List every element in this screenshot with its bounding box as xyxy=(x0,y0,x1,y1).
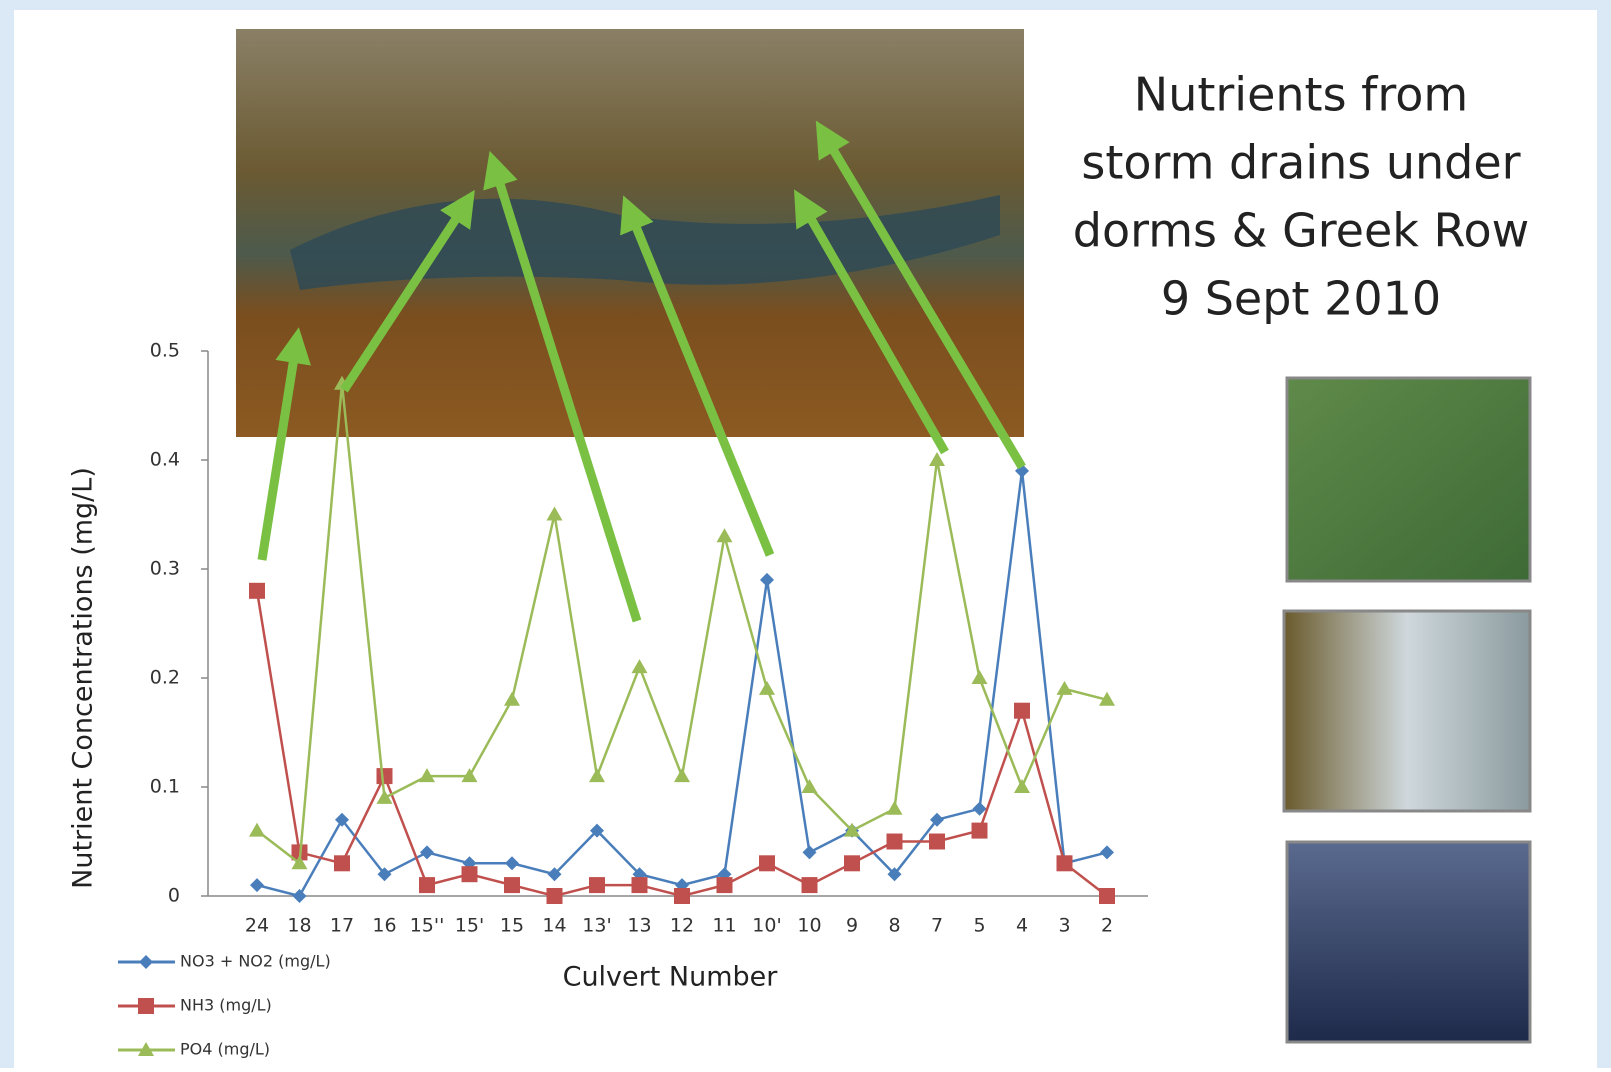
x-tick-label: 4 xyxy=(1016,915,1028,937)
y-tick-label: 0.2 xyxy=(150,667,180,689)
data-point xyxy=(334,855,350,871)
x-tick-label: 15 xyxy=(500,915,524,937)
y-tick-label: 0.3 xyxy=(150,558,180,580)
y-axis-label: Nutrient Concentrations (mg/L) xyxy=(68,467,99,889)
x-tick-label: 3 xyxy=(1058,915,1070,937)
legend-label: NO3 + NO2 (mg/L) xyxy=(180,952,331,971)
x-tick-label: 24 xyxy=(245,915,269,937)
x-tick-label: 9 xyxy=(846,915,858,937)
y-tick-label: 0.1 xyxy=(150,776,180,798)
stream-photo xyxy=(1284,611,1530,811)
x-tick-label: 18 xyxy=(287,915,311,937)
x-tick-label: 7 xyxy=(931,915,943,937)
culvert-photo xyxy=(1287,378,1530,581)
x-axis-label: Culvert Number xyxy=(563,962,779,993)
data-point xyxy=(844,855,860,871)
x-tick-label: 16 xyxy=(372,915,396,937)
data-point xyxy=(377,768,393,784)
data-point xyxy=(462,866,478,882)
title-line: storm drains under xyxy=(1081,136,1520,190)
data-point xyxy=(887,834,903,850)
legend-label: NH3 (mg/L) xyxy=(180,996,272,1015)
x-tick-label: 10 xyxy=(797,915,821,937)
x-tick-label: 13' xyxy=(582,915,611,937)
data-point xyxy=(759,855,775,871)
water-photo xyxy=(1287,842,1530,1042)
data-point xyxy=(419,877,435,893)
x-tick-label: 8 xyxy=(888,915,900,937)
title-line: Nutrients from xyxy=(1134,68,1468,122)
data-point xyxy=(589,877,605,893)
data-point xyxy=(929,834,945,850)
data-point xyxy=(802,877,818,893)
x-tick-label: 15' xyxy=(455,915,484,937)
data-point xyxy=(972,823,988,839)
y-tick-label: 0.4 xyxy=(150,449,180,471)
y-tick-label: 0.5 xyxy=(150,340,180,362)
data-point xyxy=(1099,888,1115,904)
data-point xyxy=(504,877,520,893)
legend-marker xyxy=(138,998,154,1014)
x-tick-label: 11 xyxy=(712,915,736,937)
title-line: 9 Sept 2010 xyxy=(1161,272,1441,326)
data-point xyxy=(1014,703,1030,719)
x-tick-label: 2 xyxy=(1101,915,1113,937)
data-point xyxy=(674,888,690,904)
x-tick-label: 10' xyxy=(752,915,781,937)
data-point xyxy=(1057,855,1073,871)
legend-label: PO4 (mg/L) xyxy=(180,1040,270,1059)
y-tick-label: 0 xyxy=(168,885,180,907)
x-tick-label: 15'' xyxy=(410,915,445,937)
x-tick-label: 5 xyxy=(973,915,985,937)
x-tick-label: 17 xyxy=(330,915,354,937)
data-point xyxy=(249,583,265,599)
x-tick-label: 13 xyxy=(627,915,651,937)
data-point xyxy=(547,888,563,904)
x-tick-label: 14 xyxy=(542,915,566,937)
data-point xyxy=(632,877,648,893)
x-tick-label: 12 xyxy=(670,915,694,937)
title-line: dorms & Greek Row xyxy=(1073,204,1529,258)
data-point xyxy=(717,877,733,893)
slide: Nutrients from storm drains under dorms & … xyxy=(0,0,1611,1068)
page: Nutrients from storm drains under dorms & … xyxy=(0,0,1611,1072)
